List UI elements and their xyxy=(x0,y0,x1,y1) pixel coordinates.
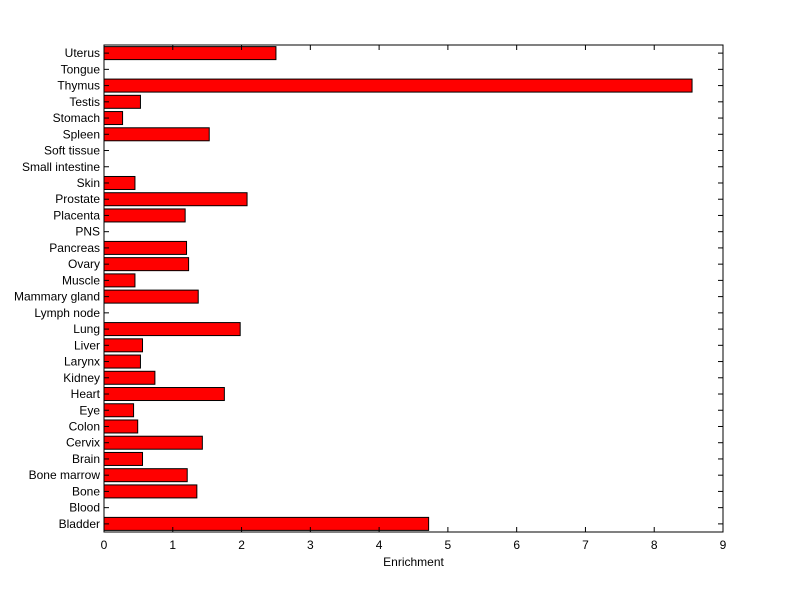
bar-placenta xyxy=(103,208,186,223)
y-tick-label: Brain xyxy=(72,452,100,466)
y-tick-label: Ovary xyxy=(68,257,100,271)
bar-larynx xyxy=(103,354,141,369)
y-tick-label: Cervix xyxy=(66,436,100,450)
y-tick-label: Testis xyxy=(69,95,100,109)
labels-group: Uterus Tongue Thymus Testis Stomach Spleen Sof… xyxy=(14,46,727,552)
y-tick-label: Heart xyxy=(71,387,101,401)
bar-uterus xyxy=(103,46,277,61)
bar-lung xyxy=(103,322,241,337)
bar-kidney xyxy=(103,370,156,385)
x-tick-label: 8 xyxy=(651,538,658,552)
x-tick-label: 9 xyxy=(720,538,727,552)
axes-box xyxy=(103,44,724,533)
y-tick-label: Uterus xyxy=(65,46,100,60)
y-tick-label: Stomach xyxy=(53,111,100,125)
x-axis-label: Enrichment xyxy=(383,555,444,569)
y-tick-label: Tongue xyxy=(61,62,101,76)
bar-testis xyxy=(103,94,141,109)
y-tick-label: Liver xyxy=(74,338,100,352)
y-tick-label: Thymus xyxy=(57,79,100,93)
x-tick-label: 0 xyxy=(101,538,108,552)
y-tick-label: Skin xyxy=(77,176,100,190)
y-tick-label: Spleen xyxy=(63,127,100,141)
y-tick-label: Mammary gland xyxy=(14,290,100,304)
bar-mammary-gland xyxy=(103,289,199,304)
bar-heart xyxy=(103,387,225,402)
x-tick-label: 4 xyxy=(376,538,383,552)
y-tick-label: Placenta xyxy=(53,208,100,222)
y-tick-label: Kidney xyxy=(63,371,100,385)
x-tick-label: 6 xyxy=(513,538,520,552)
x-tick-label: 3 xyxy=(307,538,314,552)
x-tick-label: 7 xyxy=(582,538,589,552)
y-tick-label: Colon xyxy=(69,419,100,433)
y-tick-label: Eye xyxy=(79,403,100,417)
y-tick-label: Lung xyxy=(73,322,100,336)
y-tick-label: Soft tissue xyxy=(44,144,100,158)
y-tick-label: Pancreas xyxy=(49,241,100,255)
x-tick-label: 2 xyxy=(238,538,245,552)
bar-cervix xyxy=(103,435,203,450)
bars-group xyxy=(103,46,693,531)
ticks-group xyxy=(103,45,724,532)
bar-liver xyxy=(103,338,144,353)
y-tick-label: Bone xyxy=(72,484,100,498)
y-tick-label: Blood xyxy=(69,501,100,515)
x-tick-label: 5 xyxy=(445,538,452,552)
y-tick-label: Bone marrow xyxy=(29,468,101,482)
bar-ovary xyxy=(103,257,190,272)
bar-spleen xyxy=(103,127,210,142)
y-tick-label: Small intestine xyxy=(22,160,100,174)
y-tick-label: Lymph node xyxy=(34,306,100,320)
y-tick-label: Muscle xyxy=(62,273,100,287)
y-tick-label: Bladder xyxy=(59,517,100,531)
bar-prostate xyxy=(103,192,248,207)
y-tick-label: Prostate xyxy=(55,192,100,206)
bar-pancreas xyxy=(103,240,188,255)
bar-bladder xyxy=(103,516,430,531)
bar-thymus xyxy=(103,78,693,93)
y-tick-label: PNS xyxy=(75,225,100,239)
bar-colon xyxy=(103,419,139,434)
bar-bone-marrow xyxy=(103,468,188,483)
bar-brain xyxy=(103,451,144,466)
x-tick-label: 1 xyxy=(169,538,176,552)
bar-bone xyxy=(103,484,198,499)
y-tick-label: Larynx xyxy=(64,355,100,369)
